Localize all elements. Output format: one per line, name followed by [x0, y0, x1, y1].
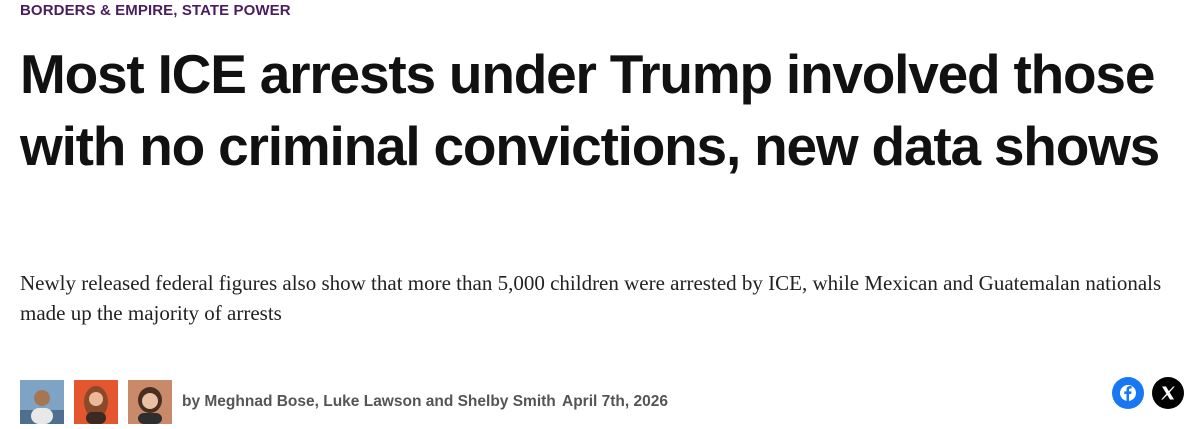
subheadline: Newly released federal figures also show…	[20, 271, 1162, 325]
author-avatar[interactable]	[74, 380, 118, 424]
share-facebook[interactable]	[1112, 377, 1144, 409]
share-x[interactable]	[1152, 377, 1184, 409]
headline: Most ICE arrests under Trump involved th…	[20, 43, 1160, 177]
publish-date: April 7th, 2026	[562, 393, 668, 410]
category-links[interactable]: BORDERS & EMPIRE, STATE POWER	[20, 2, 291, 19]
byline: by Meghnad Bose, Luke Lawson and Shelby …	[182, 393, 556, 410]
author-avatar[interactable]	[128, 380, 172, 424]
author-avatar[interactable]	[20, 380, 64, 424]
